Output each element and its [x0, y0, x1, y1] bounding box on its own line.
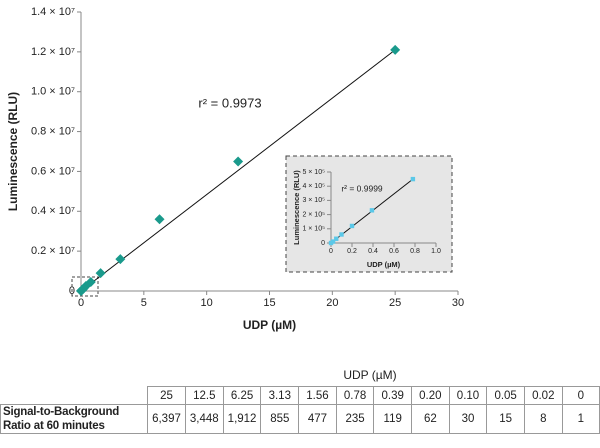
- cell: 0.78: [335, 386, 375, 405]
- x-tick-label: 0: [329, 248, 333, 255]
- y-tick-label: 1.0 × 10⁷: [31, 86, 75, 98]
- cell: 0.05: [486, 386, 525, 405]
- x-axis-label: UDP (µM): [367, 260, 401, 269]
- y-tick-label: 1.4 × 10⁷: [31, 6, 75, 18]
- y-tick-label: 1.2 × 10⁷: [31, 46, 75, 58]
- annotation: r² = 0.9973: [198, 95, 261, 110]
- point: [76, 286, 86, 296]
- annotation: r² = 0.9999: [341, 183, 383, 193]
- cell: 8: [523, 404, 563, 434]
- table-title: UDP (µM): [343, 368, 397, 382]
- point: [390, 44, 401, 55]
- x-tick-label: 10: [201, 297, 213, 309]
- cell: 0: [561, 386, 600, 405]
- y-axis-label: Luminescence (RLU): [6, 92, 20, 211]
- y-tick-label: 0: [69, 285, 75, 297]
- y-axis-label: Luminescence (RLU): [292, 170, 301, 245]
- cell: 6,397: [147, 404, 186, 434]
- x-tick-label: 5: [141, 297, 147, 309]
- x-tick-label: 1.0: [431, 248, 441, 255]
- y-tick-label: 5 × 10⁵: [302, 169, 325, 176]
- point: [328, 240, 334, 246]
- cell: 235: [335, 404, 375, 434]
- x-tick-label: 20: [326, 297, 338, 309]
- inset-frame: [285, 155, 453, 273]
- data-row: Signal-to-Background Ratio at 60 minutes…: [0, 404, 600, 434]
- y-tick-label: 0.4 × 10⁷: [31, 205, 75, 217]
- cell: 119: [373, 404, 413, 434]
- charts: 0 0.2 × 10⁷ 0.4 × 10⁷ 0.6 × 10⁷ 0.8 × 10⁷ 1.0…: [6, 6, 464, 332]
- cell: 1: [561, 404, 600, 434]
- cell: 855: [260, 404, 300, 434]
- y-tick-label: 0.8 × 10⁷: [31, 125, 75, 137]
- point: [349, 223, 355, 229]
- cell: 12.5: [184, 386, 224, 405]
- cell: 1,912: [222, 404, 262, 434]
- x-tick-label: 15: [263, 297, 275, 309]
- point: [154, 214, 165, 225]
- y-tick-label: 0.6 × 10⁷: [31, 165, 75, 177]
- y-tick-label: 0: [321, 240, 325, 247]
- x-tick-label: 0.4: [368, 248, 378, 255]
- ratio-table: 25 12.5 6.25 3.13 1.56 0.78 0.39 0.20 0.10 0.05 0.…: [0, 386, 600, 434]
- trendline: [80, 49, 396, 292]
- cell: 30: [448, 404, 488, 434]
- cell: 3,448: [184, 404, 224, 434]
- cell: 3.13: [260, 386, 300, 405]
- cell: 0.02: [523, 386, 563, 405]
- cell: 1.56: [298, 386, 337, 405]
- x-tick-label: 0.8: [410, 248, 420, 255]
- row-label: Signal-to-Background Ratio at 60 minutes: [0, 404, 149, 434]
- cell: 0.39: [373, 386, 413, 405]
- x-tick-label: 0.2: [347, 248, 357, 255]
- cell: 0.10: [448, 386, 488, 405]
- x-tick-label: 30: [452, 297, 464, 309]
- cell: 0.20: [411, 386, 450, 405]
- point: [410, 176, 416, 182]
- header-row: 25 12.5 6.25 3.13 1.56 0.78 0.39 0.20 0.10 0.05 0.…: [1, 386, 600, 405]
- x-tick-label: 0: [78, 297, 84, 309]
- y-tick-label: 1 × 10⁵: [302, 226, 325, 233]
- cell: 6.25: [222, 386, 262, 405]
- y-tick-label: 2 × 10⁵: [302, 211, 325, 218]
- x-tick-label: 0.6: [389, 248, 399, 255]
- point: [233, 156, 244, 167]
- point: [334, 236, 339, 241]
- cell: 62: [411, 404, 450, 434]
- point: [339, 232, 344, 237]
- blank-cell: [1, 387, 148, 405]
- cell: 477: [298, 404, 337, 434]
- x-tick-label: 25: [389, 297, 401, 309]
- y-tick-label: 0.2 × 10⁷: [31, 245, 75, 257]
- cell: 15: [486, 404, 525, 434]
- zoom-box: [71, 276, 99, 297]
- point: [115, 254, 126, 265]
- y-tick-label: 3 × 10⁵: [302, 197, 325, 204]
- point: [369, 208, 375, 213]
- point: [95, 268, 106, 279]
- y-tick-label: 4 × 10⁵: [302, 183, 325, 190]
- x-axis-label: UDP (µM): [243, 318, 296, 332]
- cell: 25: [147, 386, 186, 405]
